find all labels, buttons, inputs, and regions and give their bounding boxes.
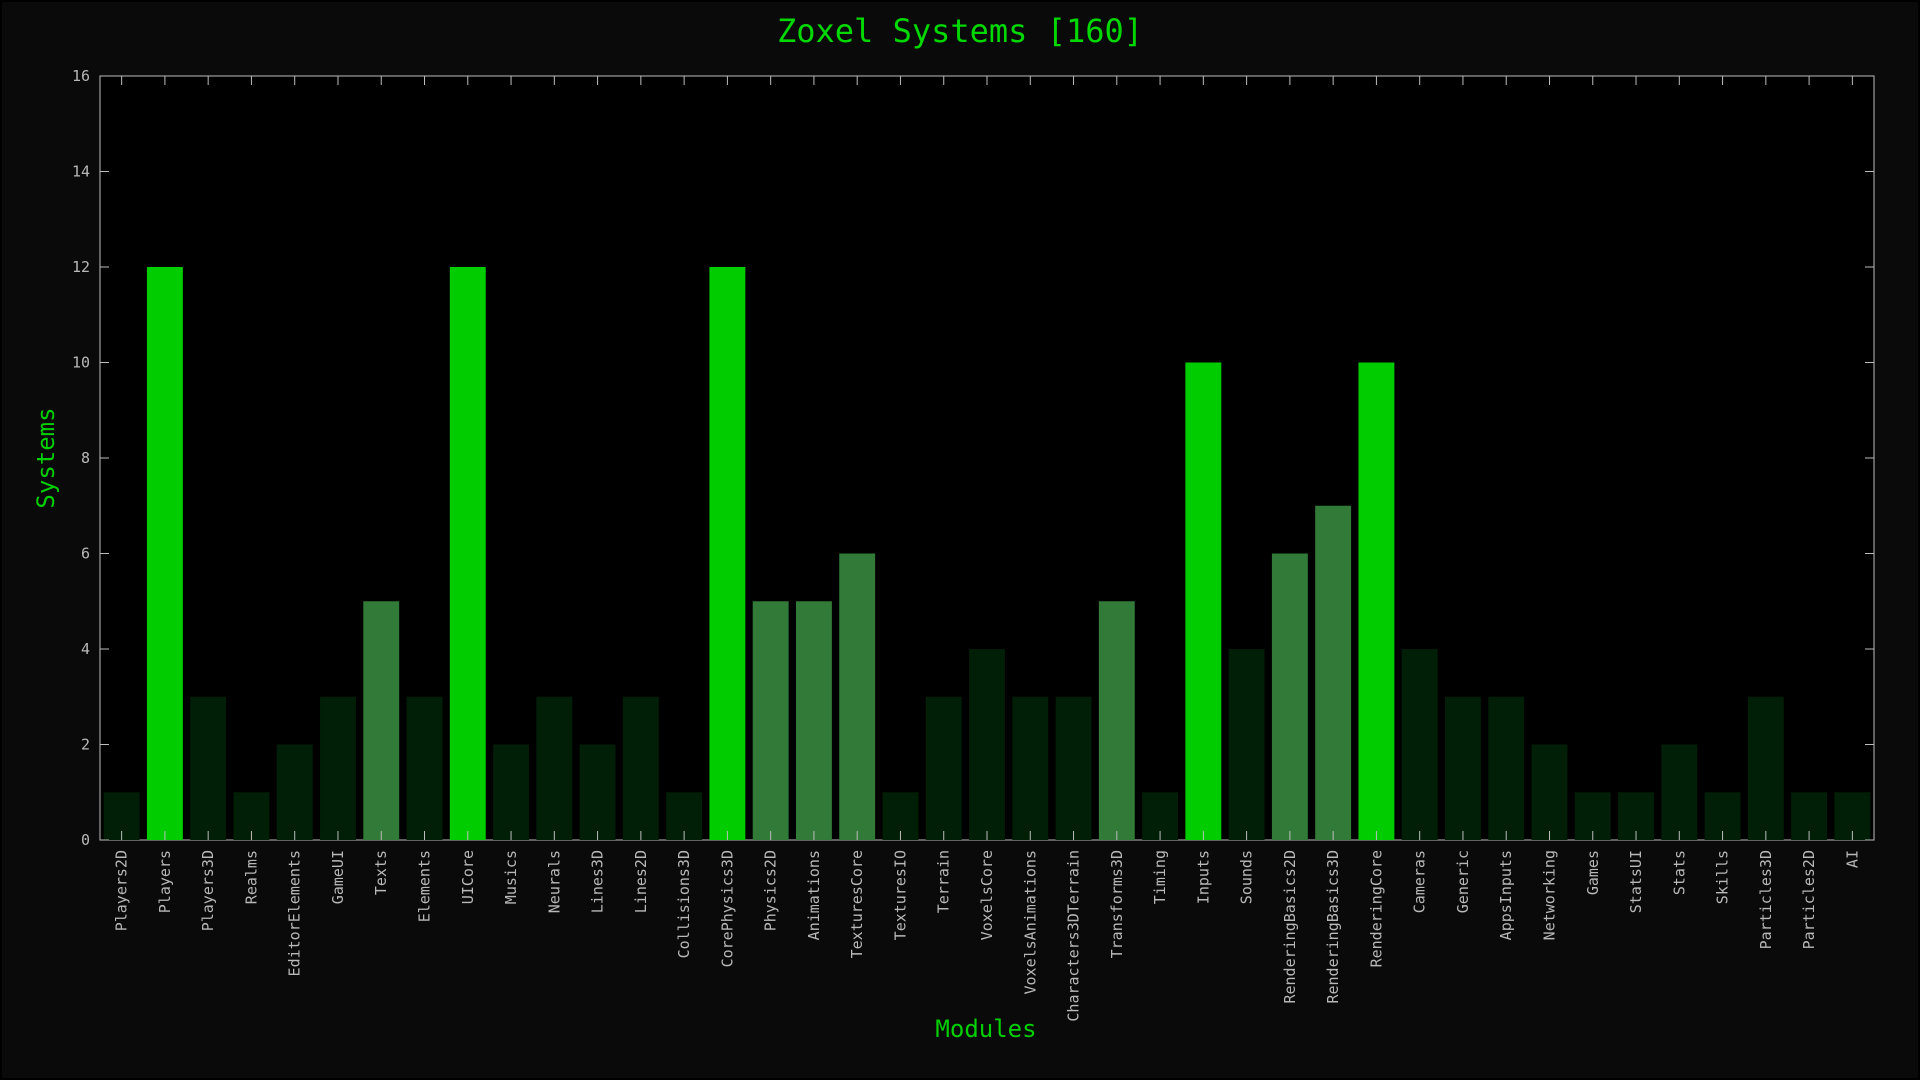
bar-voxelsanimations	[1012, 696, 1049, 840]
bar-players3d	[190, 696, 227, 840]
x-tick-label: RenderingBasics3D	[1324, 850, 1342, 1004]
x-tick-label: Elements	[416, 850, 434, 922]
y-tick-label: 14	[72, 163, 90, 181]
bar-renderingcore	[1358, 362, 1395, 840]
bar-texturescore	[839, 553, 876, 840]
x-tick-label: Realms	[242, 850, 260, 904]
y-tick-label: 16	[72, 67, 90, 85]
x-tick-label: Games	[1584, 850, 1602, 895]
bar-inputs	[1185, 362, 1222, 840]
x-tick-label: Players	[156, 850, 174, 913]
bar-appsinputs	[1488, 696, 1525, 840]
x-tick-label: VoxelsCore	[978, 850, 996, 940]
bar-elements	[406, 696, 443, 840]
bar-transforms3d	[1098, 601, 1135, 840]
x-tick-label: Collisions3D	[675, 850, 693, 958]
x-tick-label: Lines3D	[589, 850, 607, 913]
x-tick-label: VoxelsAnimations	[1021, 850, 1039, 995]
bar-sounds	[1228, 649, 1265, 840]
y-tick-label: 4	[81, 640, 90, 658]
x-tick-label: CorePhysics3D	[718, 850, 736, 967]
bar-animations	[795, 601, 832, 840]
bar-networking	[1531, 744, 1568, 840]
bar-lines3d	[579, 744, 616, 840]
x-tick-label: UICore	[459, 850, 477, 904]
x-axis-title: Modules	[935, 1015, 1036, 1043]
y-tick-label: 0	[81, 831, 90, 849]
bar-uicore	[449, 267, 486, 840]
bar-physics2d	[752, 601, 789, 840]
bar-stats	[1661, 744, 1698, 840]
bar-voxelscore	[969, 649, 1005, 840]
bar-texts	[363, 601, 400, 840]
chart-title: Zoxel Systems [160]	[777, 12, 1143, 50]
x-tick-label: Texts	[372, 850, 390, 895]
y-tick-label: 8	[81, 449, 90, 467]
y-axis: 0 2 4 6 8 10 12 14 16	[72, 67, 1874, 849]
y-axis-title: Systems	[32, 407, 60, 508]
x-tick-label: Players3D	[199, 850, 217, 931]
x-tick-label: StatsUI	[1627, 850, 1645, 913]
x-tick-label: TexturesIO	[891, 850, 909, 940]
x-tick-label: Sounds	[1238, 850, 1256, 904]
x-tick-label: Animations	[805, 850, 823, 940]
x-tick-label: Inputs	[1194, 850, 1212, 904]
bar-renderingbasics3d	[1315, 505, 1352, 840]
x-tick-label: Particles3D	[1757, 850, 1775, 949]
y-tick-label: 2	[81, 736, 90, 754]
x-tick-label: Musics	[502, 850, 520, 904]
x-tick-label: Particles2D	[1800, 850, 1818, 949]
x-tick-label: Generic	[1454, 850, 1472, 913]
bar-renderingbasics2d	[1271, 553, 1308, 840]
x-tick-label: Timing	[1151, 850, 1169, 904]
bar-corephysics3d	[709, 267, 746, 840]
x-tick-label: Lines2D	[632, 850, 650, 913]
y-tick-label: 10	[72, 354, 90, 372]
x-tick-label: RenderingBasics2D	[1281, 850, 1299, 1004]
bar-players	[146, 267, 183, 840]
bar-gameui	[320, 696, 356, 840]
bar-characters3dterrain	[1055, 696, 1092, 840]
bar-neurals	[536, 696, 573, 840]
x-tick-label: Cameras	[1411, 850, 1429, 913]
x-tick-label: TexturesCore	[848, 850, 866, 958]
y-tick-label: 6	[81, 545, 90, 563]
x-tick-label: Terrain	[935, 850, 953, 913]
x-tick-label: Transforms3D	[1108, 850, 1126, 958]
bar-particles3d	[1747, 696, 1784, 840]
x-tick-label: AI	[1843, 850, 1861, 868]
x-tick-label: AppsInputs	[1497, 850, 1515, 940]
bar-musics	[493, 744, 530, 840]
bar-cameras	[1401, 649, 1438, 840]
x-tick-label: Players2D	[113, 850, 131, 931]
bar-lines2d	[622, 696, 659, 840]
bar-generic	[1444, 696, 1481, 840]
x-tick-label: Characters3DTerrain	[1065, 850, 1083, 1022]
x-tick-label: Skills	[1714, 850, 1732, 904]
bar-terrain	[925, 696, 962, 840]
y-tick-label: 12	[72, 258, 90, 276]
x-axis: Players2D Players Players3D Realms EditorEle…	[113, 76, 1861, 1022]
x-tick-label: Networking	[1540, 850, 1558, 940]
x-tick-label: GameUI	[329, 850, 347, 904]
x-tick-label: RenderingCore	[1367, 850, 1385, 967]
x-tick-label: Stats	[1670, 850, 1688, 895]
bar-editorelements	[276, 744, 313, 840]
x-tick-label: Physics2D	[762, 850, 780, 931]
x-tick-label: Neurals	[545, 850, 563, 913]
x-tick-label: EditorElements	[286, 850, 304, 976]
